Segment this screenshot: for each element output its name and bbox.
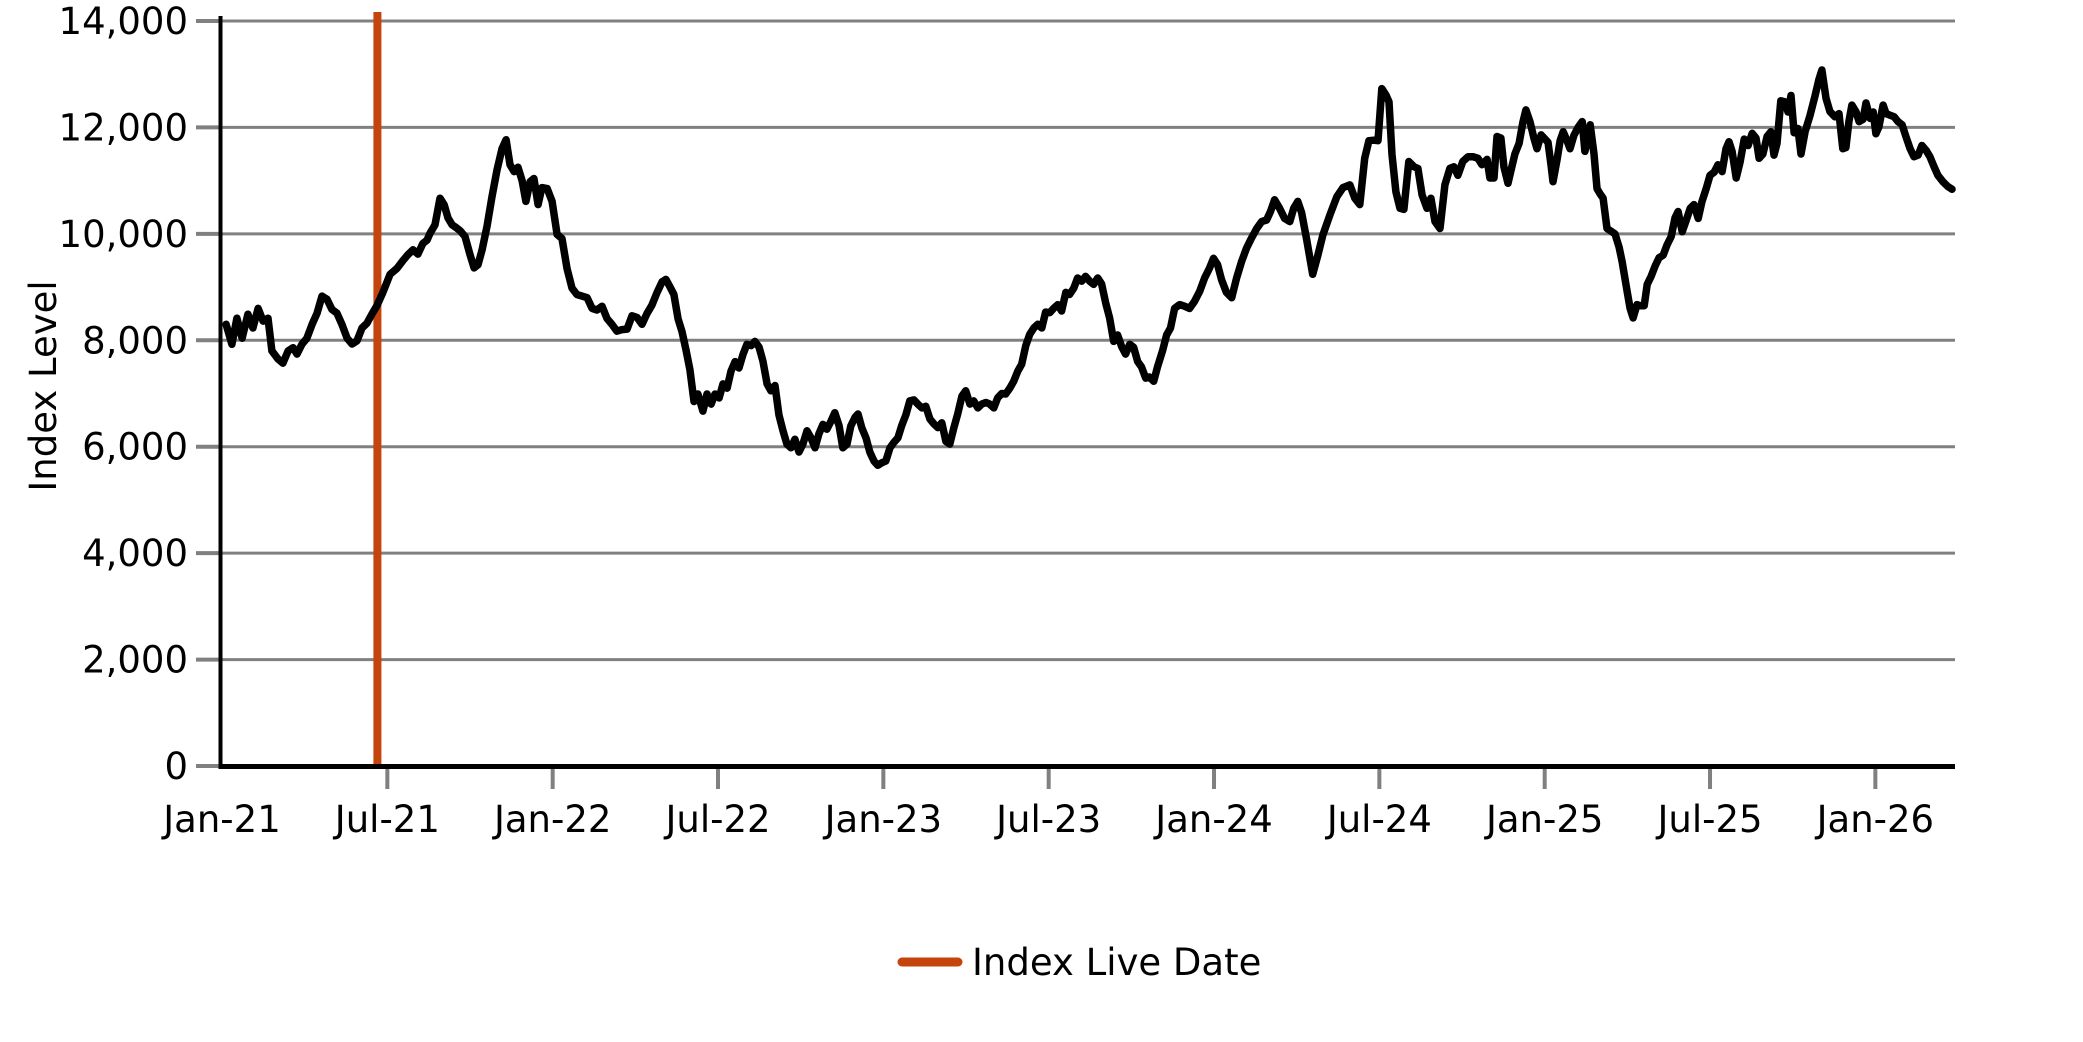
y-tick-label-14000: 14,000 — [59, 0, 188, 43]
gridlines — [222, 19, 1955, 662]
x-tick-label-Jul-24: Jul-24 — [1325, 798, 1432, 841]
x-tick-label-Jan-26: Jan-26 — [1815, 798, 1934, 841]
y-tick-label-8000: 8,000 — [82, 319, 188, 362]
x-tick-label-Jan-25: Jan-25 — [1484, 798, 1603, 841]
y-tick-label-10000: 10,000 — [59, 213, 188, 256]
y-axis-ticks — [196, 19, 219, 768]
x-tick-label-Jul-22: Jul-22 — [663, 798, 770, 841]
x-tick-label-Jul-23: Jul-23 — [994, 798, 1101, 841]
x-tick-label-Jan-23: Jan-23 — [823, 798, 942, 841]
x-tick-label-Jan-21: Jan-21 — [161, 798, 280, 841]
y-tick-label-4000: 4,000 — [82, 532, 188, 575]
y-tick-label-2000: 2,000 — [82, 639, 188, 682]
x-tick-label-Jan-22: Jan-22 — [492, 798, 611, 841]
index-level-series-line — [222, 66, 1956, 470]
x-tick-label-Jul-21: Jul-21 — [333, 798, 440, 841]
x-tick-label-Jul-25: Jul-25 — [1655, 798, 1762, 841]
legend-label: Index Live Date — [972, 941, 1261, 984]
x-tick-label-Jan-24: Jan-24 — [1153, 798, 1272, 841]
y-axis-title: Index Level — [22, 280, 65, 491]
legend: Index Live Date — [897, 941, 1261, 984]
y-axis-tick-labels: 0 2,000 4,000 6,000 8,000 10,000 12,000 14,000 — [59, 0, 188, 788]
y-tick-label-12000: 12,000 — [59, 106, 188, 149]
y-tick-label-6000: 6,000 — [82, 426, 188, 469]
y-tick-label-0: 0 — [164, 745, 188, 788]
x-axis-tick-labels: Jan-21 Jul-21 Jan-22 Jul-22 Jan-23 Jul-23 Jan-… — [161, 798, 1934, 841]
x-axis-ticks — [385, 768, 1878, 789]
